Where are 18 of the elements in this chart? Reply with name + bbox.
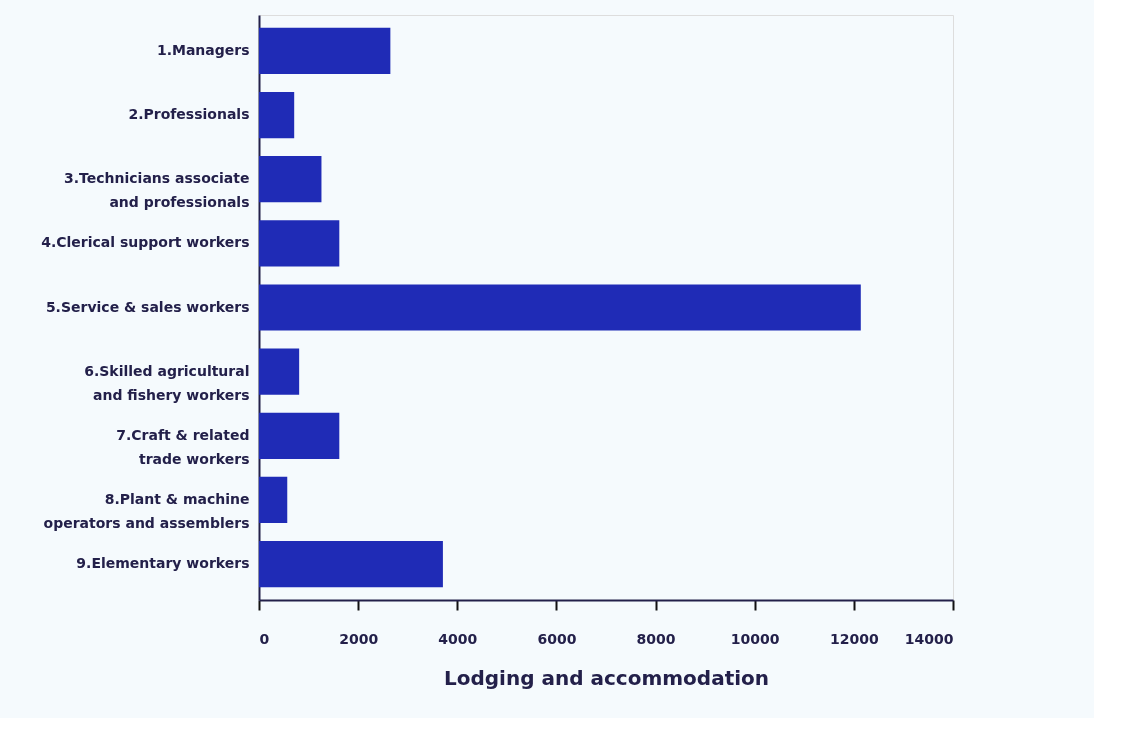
y-tick-label: 4.Clerical support workers	[41, 234, 250, 251]
x-tick-label: 2000	[339, 630, 379, 647]
y-tick-label: 2.Professionals	[128, 106, 250, 123]
x-tick-label: 14000	[904, 630, 954, 647]
y-tick-label: 9.Elementary workers	[76, 555, 250, 572]
x-tick-label: 0	[259, 630, 270, 647]
y-tick-label: 6.Skilled agricultural and fishery workers	[84, 362, 250, 403]
x-tick-label: 4000	[438, 630, 478, 647]
x-tick-label: 12000	[830, 630, 879, 647]
y-tick-label: 7.Craft & related trade workers	[116, 426, 250, 467]
y-tick-label: 8.Plant & machine operators and assemblers	[43, 490, 250, 531]
x-axis-title: Lodging and accommodation	[443, 665, 770, 690]
y-tick-label: 1.Managers	[156, 41, 250, 58]
x-tick-label: 10000	[730, 630, 780, 647]
x-tick-label: 6000	[537, 630, 577, 647]
x-tick-label: 8000	[636, 630, 676, 647]
y-tick-label: 3.Technicians associate and professionals	[64, 170, 250, 211]
y-tick-label: 5.Service & sales workers	[45, 298, 250, 315]
